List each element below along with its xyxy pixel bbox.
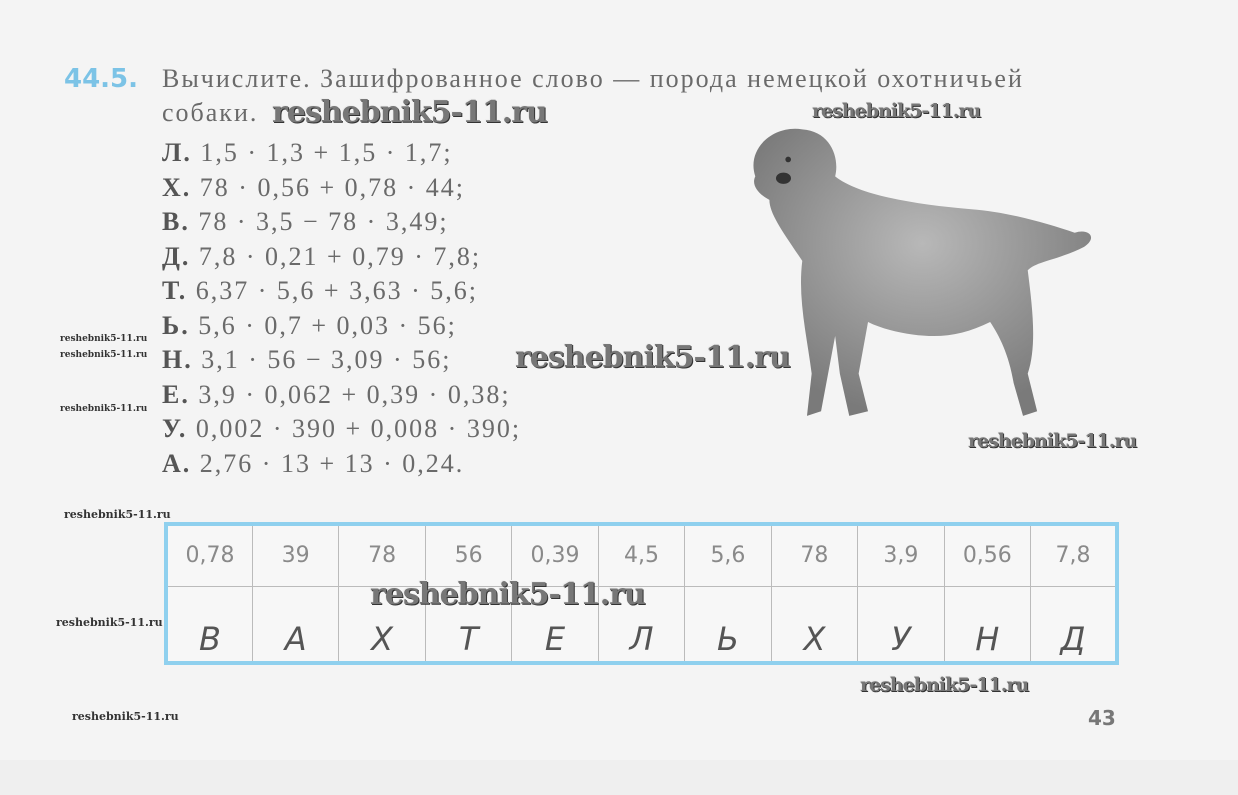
values-row: 0,78 39 78 56 0,39 4,5 5,6 78 3,9 0,56 7,8 <box>165 523 1118 587</box>
watermark: reshebnik5-11.ru <box>812 100 981 122</box>
expression-item: В. 78 · 3,5 − 78 · 3,49; <box>162 207 449 237</box>
expression-text: 78 · 0,56 + 0,78 · 44; <box>199 172 465 202</box>
watermark: reshebnik5-11.ru <box>515 340 791 375</box>
answer-cell: Д <box>1030 586 1118 664</box>
value-cell: 4,5 <box>597 523 686 587</box>
value-cell: 0,56 <box>943 523 1032 587</box>
expression-item: Н. 3,1 · 56 − 3,09 · 56; <box>162 345 451 375</box>
expression-text: 78 · 3,5 − 78 · 3,49; <box>198 207 449 236</box>
answer-cell: Н <box>943 586 1032 664</box>
watermark: reshebnik5-11.ru <box>60 334 148 344</box>
expression-letter: Т. <box>162 276 188 305</box>
page-number: 43 <box>1088 706 1116 730</box>
answer-cell: Ь <box>684 586 772 664</box>
expression-text: 6,37 · 5,6 + 3,63 · 5,6; <box>195 276 478 305</box>
answer-cell: У <box>857 586 945 664</box>
expression-text: 7,8 · 0,21 + 0,79 · 7,8; <box>198 241 482 271</box>
exercise-prompt: Вычислите. Зашифрованное слово — порода … <box>162 64 1024 93</box>
expression-item: Х. 78 · 0,56 + 0,78 · 44; <box>162 173 465 203</box>
page-margin <box>0 760 1238 795</box>
expression-letter: Д. <box>162 241 191 271</box>
expression-letter: Ь. <box>162 310 190 340</box>
answer-cell: Л <box>597 586 686 664</box>
answer-cell: Т <box>424 586 513 664</box>
value-cell: 5,6 <box>684 523 772 587</box>
watermark: reshebnik5-11.ru <box>860 674 1029 696</box>
expression-text: 1,5 · 1,3 + 1,5 · 1,7; <box>200 138 453 167</box>
watermark: reshebnik5-11.ru <box>72 710 179 723</box>
answer-cell: Е <box>511 586 599 664</box>
watermark: reshebnik5-11.ru <box>56 616 163 629</box>
expression-item: Д. 7,8 · 0,21 + 0,79 · 7,8; <box>162 242 481 272</box>
expression-item: Е. 3,9 · 0,062 + 0,39 · 0,38; <box>162 380 511 410</box>
expression-letter: Е. <box>162 379 190 409</box>
expression-letter: А. <box>162 448 192 478</box>
value-cell: 78 <box>770 523 859 587</box>
expression-item: Л. 1,5 · 1,3 + 1,5 · 1,7; <box>162 138 453 168</box>
expression-item: Т. 6,37 · 5,6 + 3,63 · 5,6; <box>162 276 478 306</box>
expression-letter: Н. <box>162 345 193 374</box>
watermark: reshebnik5-11.ru <box>968 430 1137 452</box>
expression-letter: Х. <box>162 172 192 202</box>
watermark: reshebnik5-11.ru <box>60 404 148 414</box>
exercise-number: 44.5. <box>64 64 139 94</box>
dog-image <box>753 128 1092 416</box>
expression-text: 2,76 · 13 + 13 · 0,24. <box>199 448 465 478</box>
answer-cell: В <box>165 586 253 664</box>
exercise-prompt-cont: собаки. <box>162 98 259 127</box>
answer-cell: Х <box>338 586 426 664</box>
value-cell: 3,9 <box>857 523 945 587</box>
watermark: reshebnik5-11.ru <box>64 508 171 521</box>
expression-item: А. 2,76 · 13 + 13 · 0,24. <box>162 449 464 479</box>
answer-cell: А <box>251 586 340 664</box>
expression-text: 3,1 · 56 − 3,09 · 56; <box>201 345 452 374</box>
value-cell: 0,78 <box>165 523 253 587</box>
value-cell: 39 <box>251 523 340 587</box>
answer-cell: Х <box>770 586 859 664</box>
expression-letter: В. <box>162 207 190 236</box>
expression-item: У. 0,002 · 390 + 0,008 · 390; <box>162 414 521 444</box>
expression-item: Ь. 5,6 · 0,7 + 0,03 · 56; <box>162 311 457 341</box>
textbook-page: 44.5. Вычислите. Зашифрованное слово — п… <box>56 64 1138 730</box>
expression-text: 3,9 · 0,062 + 0,39 · 0,38; <box>198 379 511 409</box>
expression-text: 0,002 · 390 + 0,008 · 390; <box>195 414 522 443</box>
expression-letter: У. <box>162 414 188 443</box>
value-cell: 7,8 <box>1030 523 1118 587</box>
watermark: reshebnik5-11.ru <box>60 350 148 360</box>
watermark: reshebnik5-11.ru <box>272 95 548 130</box>
expression-letter: Л. <box>162 138 192 167</box>
watermark: reshebnik5-11.ru <box>370 577 646 612</box>
expression-text: 5,6 · 0,7 + 0,03 · 56; <box>198 310 457 340</box>
